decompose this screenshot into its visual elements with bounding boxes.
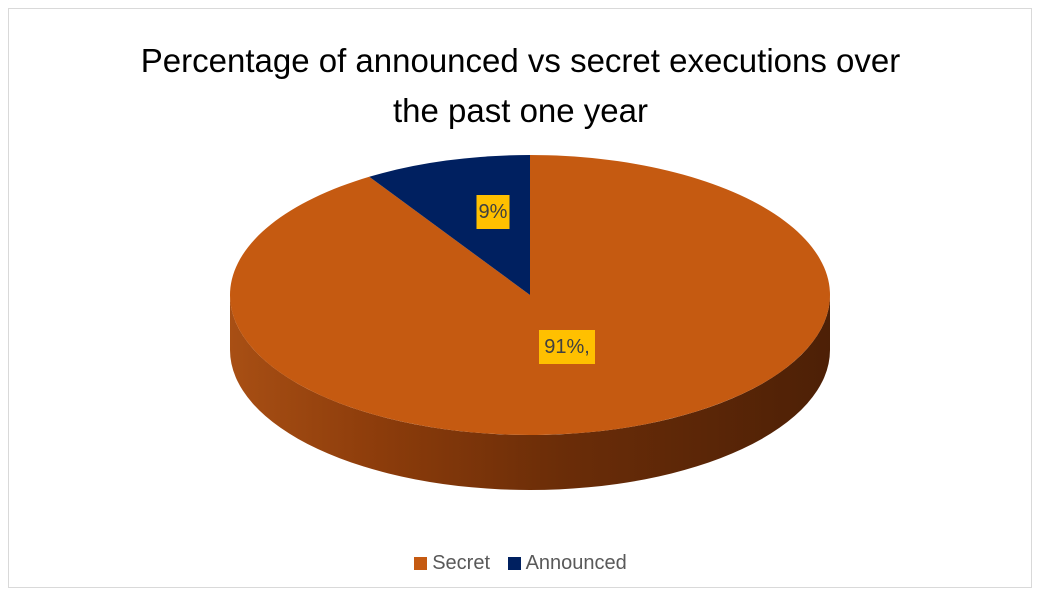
data-label-announced: 9% xyxy=(476,195,510,229)
data-label-text-secret: 91%, xyxy=(544,336,590,358)
legend-label-secret: Secret xyxy=(432,552,491,574)
legend-item-secret: Secret xyxy=(414,552,490,575)
chart-legend: Secret Announced xyxy=(0,552,1041,575)
data-label-text-announced: 9% xyxy=(479,201,508,223)
chart-title-line-1: Percentage of announced vs secret execut… xyxy=(140,42,901,79)
data-label-secret: 91%, xyxy=(539,330,595,364)
data-label-box-announced xyxy=(476,195,510,229)
pie-slice-secret xyxy=(230,155,831,435)
pie-side-wall xyxy=(230,295,830,490)
legend-swatch-secret xyxy=(414,557,428,570)
legend-label-announced: Announced xyxy=(525,552,627,574)
legend-item-announced: Announced xyxy=(507,552,627,575)
chart-title-line-2: the past one year xyxy=(392,92,648,129)
pie-slice-announced xyxy=(369,155,530,295)
chart-title: Percentage of announced vs secret execut… xyxy=(0,36,1041,136)
data-label-box-secret xyxy=(539,330,595,364)
legend-swatch-announced xyxy=(507,557,521,570)
